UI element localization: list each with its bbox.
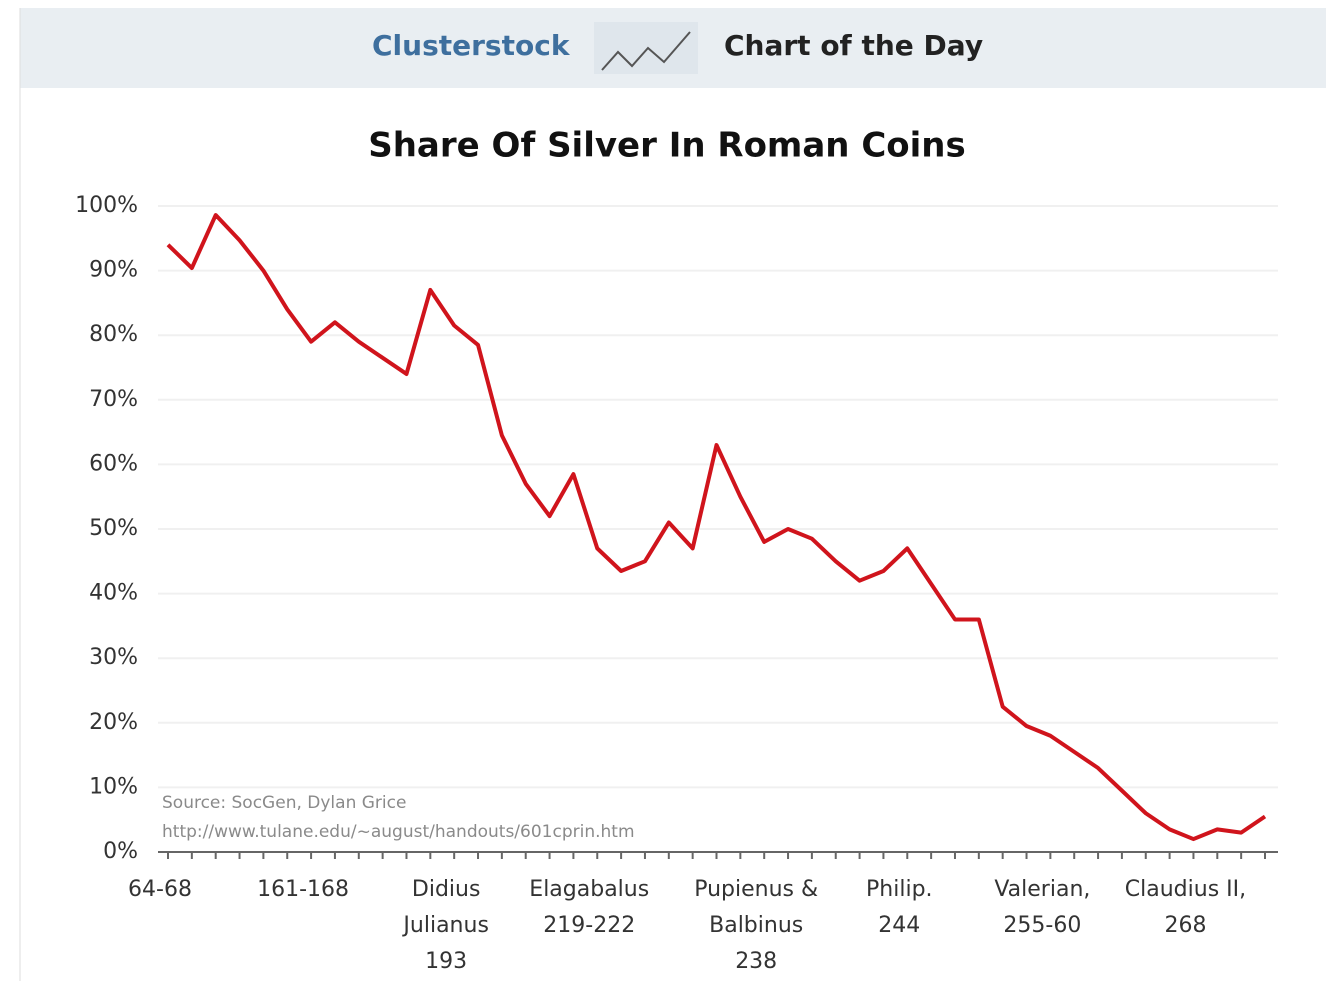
y-tick-label: 10% (89, 774, 138, 799)
y-tick-label: 30% (89, 645, 138, 670)
x-tick-label: 161-168 (257, 877, 350, 902)
x-tick-label: Elagabalus 219-222 (529, 877, 650, 938)
y-tick-label: 60% (89, 451, 138, 476)
icon-bg (594, 22, 698, 74)
x-tick-label: Didius Julianus 193 (403, 877, 489, 974)
line (166, 213, 1267, 842)
chart-title: Share Of Silver In Roman Coins (368, 126, 966, 166)
source-url: http://www.tulane.edu/~august/handouts/6… (162, 822, 635, 842)
section: Chart of the Day (724, 29, 983, 62)
source: Source: SocGen, Dylan Grice (162, 793, 406, 813)
y-tick-label: 40% (89, 581, 138, 606)
y-tick-label: 50% (89, 516, 138, 541)
brand: Clusterstock (372, 29, 571, 62)
x-tick-label: Valerian, 255-60 (994, 877, 1091, 938)
y-tick-label: 20% (89, 710, 138, 735)
x-tick-label: 64-68 (128, 877, 192, 902)
y-tick-label: 0% (103, 839, 138, 864)
y-tick-label: 90% (89, 258, 138, 283)
icon (601, 31, 691, 71)
y-tick-label: 100% (75, 193, 138, 218)
x-tick-label: Claudius II, 268 (1124, 877, 1247, 938)
x-tick-label: Philip. 244 (866, 877, 933, 938)
y-tick-label: 80% (89, 322, 138, 347)
x-tick-label: Pupienus & Balbinus 238 (694, 877, 819, 974)
y-tick-label: 70% (89, 387, 138, 412)
